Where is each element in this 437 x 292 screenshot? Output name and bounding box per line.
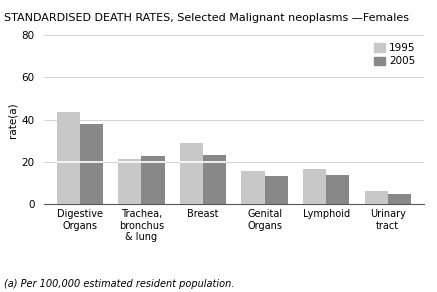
Bar: [57, 112, 80, 204]
Bar: [118, 159, 142, 204]
Bar: [142, 156, 165, 204]
Bar: [180, 143, 203, 204]
Bar: [388, 194, 411, 204]
Text: (a) Per 100,000 estimated resident population.: (a) Per 100,000 estimated resident popul…: [4, 279, 235, 289]
Bar: [241, 171, 264, 204]
Bar: [80, 124, 103, 204]
Bar: [303, 169, 326, 204]
Y-axis label: rate(a): rate(a): [7, 102, 17, 138]
Bar: [264, 176, 288, 204]
Bar: [203, 155, 226, 204]
Legend: 1995, 2005: 1995, 2005: [371, 40, 419, 69]
Bar: [326, 175, 349, 204]
Bar: [364, 191, 388, 204]
Text: STANDARDISED DEATH RATES, Selected Malignant neoplasms —Females: STANDARDISED DEATH RATES, Selected Malig…: [4, 13, 409, 23]
